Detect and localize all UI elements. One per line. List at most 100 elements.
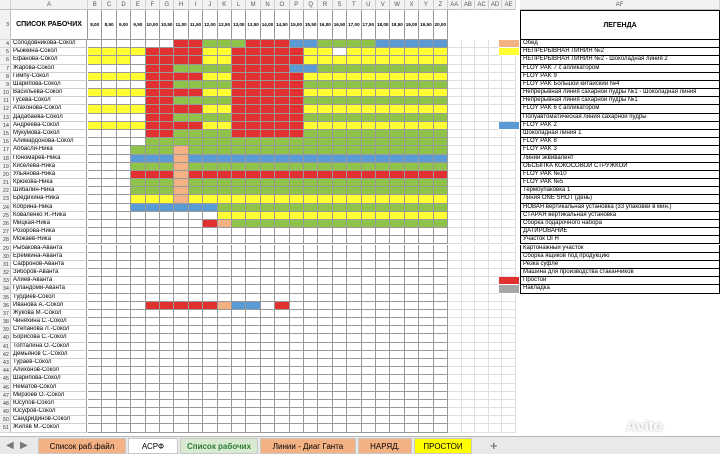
schedule-cell[interactable]: [203, 244, 218, 253]
schedule-cell[interactable]: [347, 113, 362, 122]
schedule-cell[interactable]: [102, 252, 117, 261]
schedule-cell[interactable]: [260, 211, 276, 220]
empty-cell[interactable]: [502, 203, 516, 212]
schedule-cell[interactable]: [332, 293, 348, 302]
schedule-cell[interactable]: [260, 179, 276, 188]
empty-cell[interactable]: [488, 244, 503, 253]
schedule-cell[interactable]: [260, 269, 276, 278]
schedule-cell[interactable]: [275, 113, 290, 122]
schedule-cell[interactable]: [145, 269, 160, 278]
schedule-cell[interactable]: [361, 277, 376, 286]
empty-cell[interactable]: [461, 138, 476, 147]
schedule-cell[interactable]: [304, 72, 319, 81]
schedule-cell[interactable]: [304, 391, 319, 400]
worker-name-cell[interactable]: Солодовникова-Сокол: [11, 40, 87, 49]
schedule-cell[interactable]: [260, 293, 276, 302]
empty-cell[interactable]: [488, 211, 503, 220]
empty-cell[interactable]: [475, 138, 489, 147]
schedule-cell[interactable]: [131, 326, 146, 335]
schedule-cell[interactable]: [332, 236, 348, 245]
schedule-cell[interactable]: [188, 408, 204, 417]
schedule-cell[interactable]: [174, 252, 189, 261]
empty-cell[interactable]: [475, 367, 489, 376]
schedule-cell[interactable]: [217, 162, 232, 171]
schedule-cell[interactable]: [145, 113, 160, 122]
schedule-cell[interactable]: [188, 301, 204, 310]
schedule-cell[interactable]: [246, 285, 261, 294]
empty-cell[interactable]: [475, 416, 489, 425]
schedule-cell[interactable]: [116, 121, 132, 130]
schedule-cell[interactable]: [246, 244, 261, 253]
schedule-cell[interactable]: [419, 350, 434, 359]
schedule-cell[interactable]: [232, 326, 247, 335]
schedule-cell[interactable]: [347, 129, 362, 139]
schedule-cell[interactable]: [361, 293, 376, 302]
schedule-cell[interactable]: [102, 285, 117, 294]
schedule-cell[interactable]: [246, 342, 261, 351]
schedule-cell[interactable]: [102, 359, 117, 368]
schedule-cell[interactable]: [102, 383, 117, 392]
schedule-cell[interactable]: [289, 399, 304, 409]
schedule-cell[interactable]: [289, 424, 304, 433]
schedule-cell[interactable]: [145, 399, 160, 409]
schedule-cell[interactable]: [433, 359, 448, 368]
schedule-cell[interactable]: [217, 211, 232, 220]
schedule-cell[interactable]: [116, 367, 132, 376]
empty-cell[interactable]: [502, 56, 516, 65]
schedule-cell[interactable]: [246, 89, 261, 98]
schedule-cell[interactable]: [174, 244, 189, 253]
schedule-cell[interactable]: [160, 228, 175, 237]
schedule-cell[interactable]: [304, 121, 319, 130]
empty-cell[interactable]: [448, 236, 462, 245]
schedule-cell[interactable]: [232, 269, 247, 278]
schedule-cell[interactable]: [419, 375, 434, 384]
schedule-cell[interactable]: [390, 416, 405, 425]
empty-cell[interactable]: [488, 228, 503, 237]
schedule-cell[interactable]: [318, 285, 333, 294]
worker-name-cell[interactable]: Мицкая-Ника: [11, 219, 87, 229]
row-number[interactable]: 11: [0, 97, 11, 106]
schedule-cell[interactable]: [275, 318, 290, 327]
schedule-cell[interactable]: [217, 244, 232, 253]
schedule-cell[interactable]: [102, 170, 117, 180]
empty-cell[interactable]: [502, 375, 516, 384]
schedule-cell[interactable]: [217, 301, 232, 310]
schedule-cell[interactable]: [116, 80, 132, 90]
schedule-cell[interactable]: [188, 187, 204, 196]
empty-cell[interactable]: [461, 64, 476, 73]
empty-cell[interactable]: [448, 309, 462, 319]
schedule-cell[interactable]: [289, 350, 304, 359]
schedule-cell[interactable]: [376, 121, 391, 130]
empty-cell[interactable]: [502, 408, 516, 417]
schedule-cell[interactable]: [404, 219, 420, 229]
schedule-cell[interactable]: [102, 72, 117, 81]
empty-cell[interactable]: [448, 64, 462, 73]
schedule-cell[interactable]: [160, 326, 175, 335]
legend-item[interactable]: НЕПРЕРЫВНАЯ ЛИНИЯ №2 - Шоколадная линия …: [520, 56, 720, 65]
schedule-cell[interactable]: [332, 56, 348, 65]
schedule-cell[interactable]: [361, 97, 376, 106]
schedule-cell[interactable]: [347, 64, 362, 73]
schedule-cell[interactable]: [347, 244, 362, 253]
schedule-cell[interactable]: [347, 56, 362, 65]
schedule-cell[interactable]: [376, 56, 391, 65]
schedule-cell[interactable]: [332, 244, 348, 253]
empty-cell[interactable]: [502, 359, 516, 368]
worker-name-cell[interactable]: Ульянова-Ника: [11, 170, 87, 180]
schedule-cell[interactable]: [275, 228, 290, 237]
schedule-cell[interactable]: [390, 113, 405, 122]
row-number[interactable]: 33: [0, 277, 11, 286]
schedule-cell[interactable]: [260, 408, 276, 417]
schedule-cell[interactable]: [116, 40, 132, 49]
empty-cell[interactable]: [475, 244, 489, 253]
schedule-cell[interactable]: [188, 424, 204, 433]
schedule-cell[interactable]: [275, 309, 290, 319]
schedule-cell[interactable]: [217, 56, 232, 65]
schedule-cell[interactable]: [203, 72, 218, 81]
empty-cell[interactable]: [475, 195, 489, 204]
schedule-cell[interactable]: [260, 260, 276, 270]
schedule-cell[interactable]: [332, 146, 348, 155]
schedule-cell[interactable]: [174, 80, 189, 90]
schedule-cell[interactable]: [347, 350, 362, 359]
schedule-cell[interactable]: [275, 367, 290, 376]
